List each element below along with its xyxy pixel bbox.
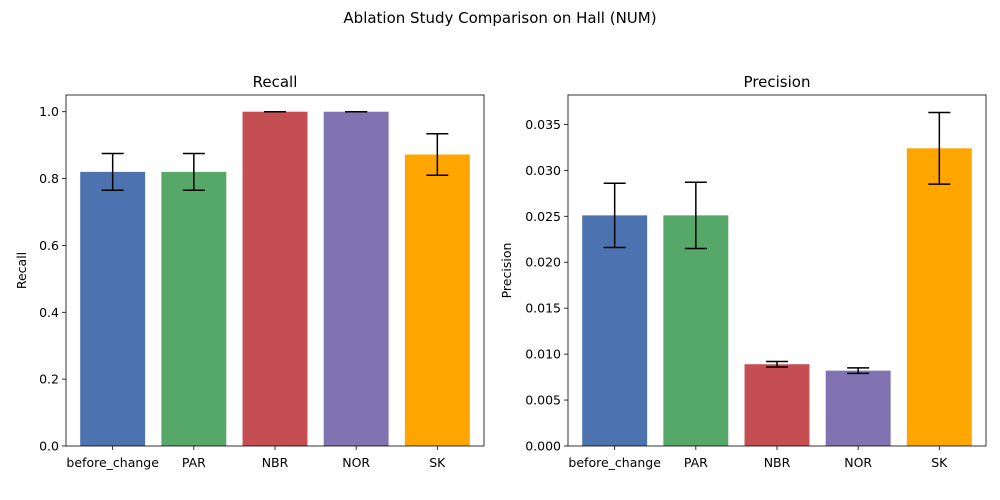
precision-ytick-label-0: 0.000 xyxy=(525,439,561,454)
recall-xtick-label-3: NOR xyxy=(342,455,370,470)
recall-ytick-label-5: 1.0 xyxy=(39,104,59,119)
precision-ylabel: Precision xyxy=(499,243,514,299)
precision-bar-3 xyxy=(825,370,891,446)
recall-xtick-label-0: before_change xyxy=(66,455,159,470)
precision-ytick-label-6: 0.030 xyxy=(525,163,561,178)
precision-axes-frame xyxy=(567,94,987,447)
recall-errorbar-1 xyxy=(182,152,205,192)
recall-errorbar-4 xyxy=(426,133,449,176)
recall-bar-1 xyxy=(161,171,227,446)
precision-errorbar-4 xyxy=(928,111,951,185)
precision-errorbar-0 xyxy=(603,182,626,249)
recall-ytick-label-2: 0.4 xyxy=(39,305,59,320)
precision-ytick-label-2: 0.010 xyxy=(525,347,561,362)
precision-ytick-label-1: 0.005 xyxy=(525,393,561,408)
precision-xtick-label-1: PAR xyxy=(684,455,708,470)
recall-ytick-label-0: 0.0 xyxy=(39,439,59,454)
recall-ytick-label-1: 0.2 xyxy=(39,372,59,387)
precision-bar-4 xyxy=(906,148,972,446)
figure-title: Ablation Study Comparison on Hall (NUM) xyxy=(343,9,656,27)
recall-xtick-label-1: PAR xyxy=(182,455,206,470)
recall-bar-2 xyxy=(242,111,308,446)
precision-errorbar-2 xyxy=(766,360,788,368)
precision-xtick-label-4: SK xyxy=(931,455,948,470)
precision-chart: Precision before_change PAR NBR NOR SK 0.000 0.… xyxy=(499,73,987,470)
recall-xtick-label-4: SK xyxy=(429,455,446,470)
precision-xtick-label-2: NBR xyxy=(764,455,791,470)
precision-errorbar-3 xyxy=(847,367,870,375)
precision-title: Precision xyxy=(744,73,811,91)
precision-errorbar-1 xyxy=(684,181,707,250)
recall-bar-4 xyxy=(404,154,470,446)
precision-bar-2 xyxy=(744,364,810,446)
recall-ylabel: Recall xyxy=(14,252,29,289)
precision-bar-0 xyxy=(582,215,648,446)
recall-title: Recall xyxy=(253,73,298,91)
recall-ytick-label-3: 0.6 xyxy=(39,238,59,253)
recall-xtick-label-2: NBR xyxy=(262,455,289,470)
recall-bar-3 xyxy=(323,111,389,446)
precision-ytick-label-3: 0.015 xyxy=(525,301,561,316)
recall-ytick-label-4: 0.8 xyxy=(39,171,59,186)
precision-bar-1 xyxy=(663,215,729,446)
recall-errorbar-0 xyxy=(101,152,124,192)
precision-ytick-label-4: 0.020 xyxy=(525,255,561,270)
precision-ytick-label-7: 0.035 xyxy=(525,117,561,132)
precision-xtick-label-0: before_change xyxy=(568,455,661,470)
recall-bar-0 xyxy=(80,171,146,446)
recall-axes-frame xyxy=(65,94,485,447)
precision-ytick-label-5: 0.025 xyxy=(525,209,561,224)
precision-xtick-label-3: NOR xyxy=(844,455,872,470)
recall-chart: Recall before_change PAR NBR NOR SK 0.0 0.2 0.4 0… xyxy=(14,73,485,470)
